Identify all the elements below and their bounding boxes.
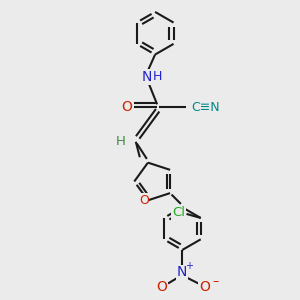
Text: O: O	[157, 280, 167, 293]
Text: H: H	[152, 70, 162, 83]
Text: N: N	[142, 70, 152, 84]
Text: O: O	[199, 280, 210, 293]
Text: –: –	[213, 275, 219, 288]
Text: O: O	[121, 100, 132, 114]
Text: N: N	[177, 265, 188, 279]
Text: C≡N: C≡N	[191, 101, 220, 114]
Text: H: H	[116, 135, 125, 148]
Text: Cl: Cl	[172, 206, 185, 219]
Text: +: +	[185, 261, 194, 271]
Text: O: O	[139, 194, 149, 207]
